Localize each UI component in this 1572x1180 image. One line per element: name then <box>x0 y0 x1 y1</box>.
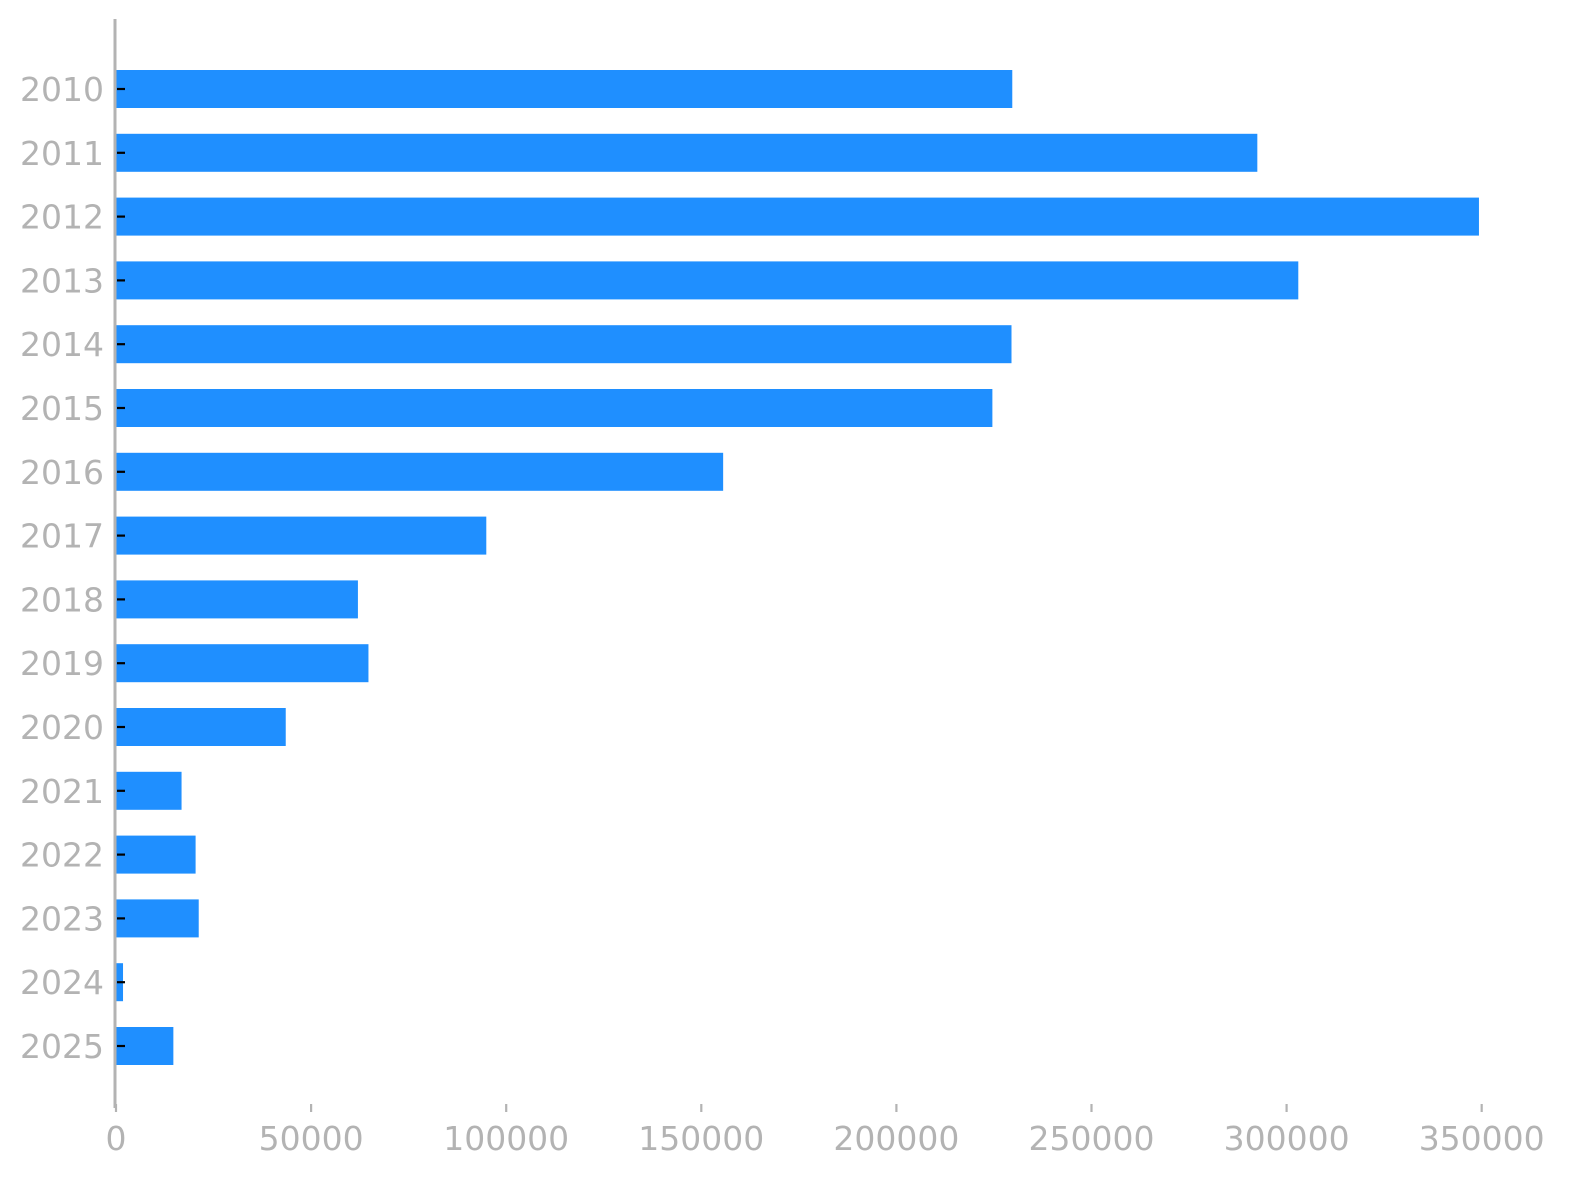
bar-2011 <box>116 133 1258 172</box>
bar-2015 <box>116 389 993 427</box>
x-tick-label: 100000 <box>443 1119 569 1158</box>
y-tick-label: 2021 <box>20 772 104 811</box>
x-tick-label: 0 <box>106 1119 127 1158</box>
bar-2019 <box>116 644 369 683</box>
y-tick-label: 2017 <box>20 517 104 556</box>
x-tick-label: 50000 <box>259 1119 364 1158</box>
y-tick-label: 2016 <box>20 453 104 492</box>
bar-2023 <box>116 899 199 938</box>
x-tick-label: 300000 <box>1224 1119 1350 1158</box>
bar-2010 <box>116 70 1013 108</box>
bar-2014 <box>116 325 1012 364</box>
y-tick-label: 2019 <box>20 644 104 683</box>
bars-group <box>116 70 1479 1065</box>
y-tick-label: 2018 <box>20 580 104 619</box>
bar-2017 <box>116 516 487 555</box>
y-tick-label: 2010 <box>20 70 104 109</box>
bar-2016 <box>116 452 724 491</box>
y-tick-label: 2023 <box>20 899 104 938</box>
y-axis-ticks: 2010 2011 2012 2013 2014 2015 2016 2017 2018 2019… <box>20 70 125 1066</box>
y-tick-label: 2020 <box>20 708 104 747</box>
bar-2013 <box>116 261 1299 300</box>
bar-2012 <box>116 197 1479 236</box>
bar-2020 <box>116 708 286 746</box>
x-tick-label: 250000 <box>1028 1119 1154 1158</box>
y-tick-label: 2015 <box>20 389 104 428</box>
x-axis-ticks: 0 50000 100000 150000 200000 250000 300000 3500… <box>106 1104 1545 1158</box>
y-tick-label: 2013 <box>20 261 104 300</box>
y-tick-label: 2012 <box>20 198 104 237</box>
x-tick-label: 350000 <box>1419 1119 1545 1158</box>
y-tick-label: 2011 <box>20 134 104 173</box>
bar-2021 <box>116 771 182 810</box>
y-tick-label: 2022 <box>20 836 104 875</box>
y-tick-label: 2025 <box>20 1027 104 1066</box>
y-tick-label: 2014 <box>20 325 104 364</box>
x-tick-label: 150000 <box>638 1119 764 1158</box>
x-tick-label: 200000 <box>833 1119 959 1158</box>
y-tick-label: 2024 <box>20 963 104 1002</box>
bar-2022 <box>116 835 196 874</box>
bar-2025 <box>116 1027 174 1065</box>
bar-2018 <box>116 580 358 619</box>
